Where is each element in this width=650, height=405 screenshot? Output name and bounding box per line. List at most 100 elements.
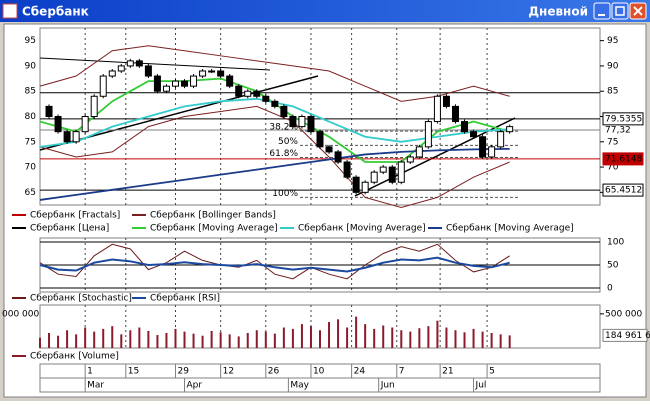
volume-bar xyxy=(93,331,96,348)
candle xyxy=(488,146,496,158)
volume-bar xyxy=(156,335,159,348)
volume-bar xyxy=(228,334,231,348)
candle xyxy=(506,126,514,133)
legend-item: Сбербанк [Moving Average] xyxy=(446,224,574,234)
volume-bar xyxy=(454,330,457,348)
day-label: 7 xyxy=(399,367,405,377)
day-label: 26 xyxy=(268,367,280,377)
volume-bar xyxy=(328,322,331,348)
legend-item: Сбербанк [Цена] xyxy=(30,224,109,234)
legend-item: Сбербанк [Fractals] xyxy=(30,211,120,221)
y-tick-label: 75 xyxy=(607,137,618,147)
volume-bar xyxy=(255,330,258,348)
minimize-button[interactable] xyxy=(593,2,611,20)
day-label: 21 xyxy=(442,367,453,377)
day-label: 1 xyxy=(87,367,93,377)
candle xyxy=(90,95,98,118)
volume-bar xyxy=(102,328,105,348)
volume-bar xyxy=(66,330,69,348)
candle xyxy=(208,70,216,73)
month-label: Mar xyxy=(87,381,104,391)
volume-bar xyxy=(147,330,150,348)
volume-bar xyxy=(300,324,303,348)
candle xyxy=(352,176,360,193)
day-label: 15 xyxy=(128,367,139,377)
candle xyxy=(253,90,261,97)
volume-bar xyxy=(391,327,394,348)
candle xyxy=(72,131,80,143)
candle xyxy=(244,90,252,97)
fib-label: 100% xyxy=(272,189,298,199)
volume-bar xyxy=(84,327,87,348)
volume-bar xyxy=(48,332,51,348)
legend-item: Сбербанк [Stochastic] xyxy=(30,294,132,304)
volume-left-label: 000 000 xyxy=(2,310,39,320)
candle xyxy=(126,60,134,67)
month-label: Jul xyxy=(475,381,487,391)
volume-bar xyxy=(355,316,358,348)
candle xyxy=(479,136,487,158)
month-label: May xyxy=(290,381,309,391)
y-tick-label: 90 xyxy=(607,61,619,71)
last-value-label: 184 961 60 xyxy=(605,331,650,341)
volume-bar xyxy=(427,326,430,348)
candle xyxy=(235,85,243,97)
level-box xyxy=(602,112,644,126)
maximize-icon xyxy=(615,6,625,16)
volume-bar xyxy=(291,328,294,348)
y-tick-label: 85 xyxy=(607,87,618,97)
candle xyxy=(262,95,270,102)
candle xyxy=(415,146,423,158)
volume-bar xyxy=(39,337,41,348)
candle xyxy=(470,131,478,138)
candle xyxy=(181,80,189,87)
legend-item: Сбербанк [Volume] xyxy=(30,352,119,362)
volume-bar xyxy=(309,326,312,348)
volume-bar xyxy=(183,331,186,348)
day-label: 24 xyxy=(354,367,366,377)
candle xyxy=(63,131,71,143)
volume-bar xyxy=(111,326,114,348)
bollinger-upper xyxy=(39,45,510,102)
volume-bar xyxy=(210,330,213,348)
y-tick-label: 95 xyxy=(25,36,36,46)
legend-item: Сбербанк [Moving Average] xyxy=(298,224,426,234)
volume-bar xyxy=(481,331,484,348)
candle xyxy=(117,65,125,72)
oscillator-line xyxy=(39,243,510,280)
chart-area xyxy=(3,23,647,398)
last-value-box xyxy=(602,328,648,342)
candle xyxy=(271,100,279,107)
volume-bar xyxy=(237,336,240,348)
candle xyxy=(379,166,387,173)
period[interactable]: Дневной xyxy=(528,5,588,19)
volume-bar xyxy=(409,331,412,348)
volume-bar xyxy=(319,330,321,348)
y-tick-label: 80 xyxy=(25,112,37,122)
volume-bar xyxy=(273,333,276,348)
candle xyxy=(388,166,396,183)
y-tick-label: 75 xyxy=(25,137,36,147)
candle xyxy=(135,60,143,67)
candle xyxy=(280,105,288,117)
app-icon xyxy=(2,3,18,19)
volume-bar xyxy=(508,335,511,348)
candle xyxy=(334,151,342,163)
volume-bar xyxy=(129,330,132,348)
y-tick-label: 0 xyxy=(607,284,613,294)
candle xyxy=(406,156,414,163)
maximize-button[interactable] xyxy=(611,2,629,20)
oscillator-line xyxy=(39,256,510,273)
trend-line xyxy=(39,57,271,71)
candle xyxy=(226,75,234,87)
candle xyxy=(433,95,441,123)
candle xyxy=(361,181,369,193)
volume-bar xyxy=(472,328,475,348)
volume-bar xyxy=(174,328,177,348)
day-label: 12 xyxy=(223,367,234,377)
volume-bar xyxy=(57,335,60,348)
volume-bar xyxy=(246,332,249,348)
candle xyxy=(451,105,459,123)
volume-bar xyxy=(282,327,285,348)
